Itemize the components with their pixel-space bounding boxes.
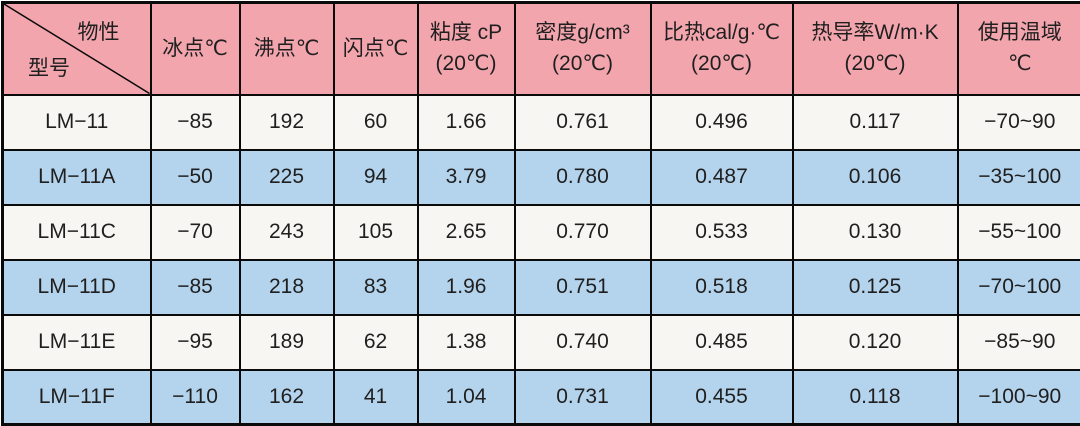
cell-viscosity: 2.65 xyxy=(418,205,515,260)
cell-viscosity: 1.04 xyxy=(418,370,515,425)
header-sublabel: (20℃) xyxy=(419,49,514,79)
header-freezing-point: 冰点℃ xyxy=(151,3,240,95)
model-cell: LM−11E xyxy=(3,315,151,370)
cell-boiling-point: 243 xyxy=(240,205,334,260)
header-label: 比热cal/g·℃ xyxy=(652,18,792,48)
cell-boiling-point: 192 xyxy=(240,95,334,150)
cell-flash-point: 83 xyxy=(334,260,418,315)
cell-density: 0.731 xyxy=(515,370,651,425)
cell-freezing-point: −110 xyxy=(151,370,240,425)
cell-operating-range: −35~100 xyxy=(958,150,1080,205)
header-thermal-conductivity: 热导率W/m·K (20℃) xyxy=(793,3,958,95)
cell-specific-heat: 0.487 xyxy=(651,150,793,205)
cell-density: 0.740 xyxy=(515,315,651,370)
table-row: LM−11E −95 189 62 1.38 0.740 0.485 0.120… xyxy=(3,315,1080,370)
cell-thermal-conductivity: 0.125 xyxy=(793,260,958,315)
cell-viscosity: 3.79 xyxy=(418,150,515,205)
header-label: 冰点℃ xyxy=(152,34,239,64)
table-row: LM−11C −70 243 105 2.65 0.770 0.533 0.13… xyxy=(3,205,1080,260)
header-boiling-point: 沸点℃ xyxy=(240,3,334,95)
cell-density: 0.770 xyxy=(515,205,651,260)
cell-operating-range: −100~90 xyxy=(958,370,1080,425)
cell-flash-point: 62 xyxy=(334,315,418,370)
cell-flash-point: 105 xyxy=(334,205,418,260)
cell-thermal-conductivity: 0.117 xyxy=(793,95,958,150)
table-row: LM−11D −85 218 83 1.96 0.751 0.518 0.125… xyxy=(3,260,1080,315)
cell-specific-heat: 0.455 xyxy=(651,370,793,425)
model-cell: LM−11F xyxy=(3,370,151,425)
cell-freezing-point: −85 xyxy=(151,95,240,150)
model-cell: LM−11 xyxy=(3,95,151,150)
model-cell: LM−11D xyxy=(3,260,151,315)
header-label: 沸点℃ xyxy=(241,34,333,64)
cell-viscosity: 1.96 xyxy=(418,260,515,315)
table-row: LM−11 −85 192 60 1.66 0.761 0.496 0.117 … xyxy=(3,95,1080,150)
model-cell: LM−11A xyxy=(3,150,151,205)
header-sublabel: (20℃) xyxy=(516,49,650,79)
table-row: LM−11F −110 162 41 1.04 0.731 0.455 0.11… xyxy=(3,370,1080,425)
cell-thermal-conductivity: 0.106 xyxy=(793,150,958,205)
cell-boiling-point: 225 xyxy=(240,150,334,205)
cell-boiling-point: 189 xyxy=(240,315,334,370)
cell-operating-range: −85~90 xyxy=(958,315,1080,370)
cell-freezing-point: −85 xyxy=(151,260,240,315)
cell-boiling-point: 162 xyxy=(240,370,334,425)
header-label: 使用温域 xyxy=(959,18,1080,48)
cell-specific-heat: 0.518 xyxy=(651,260,793,315)
cell-specific-heat: 0.496 xyxy=(651,95,793,150)
cell-flash-point: 60 xyxy=(334,95,418,150)
header-sublabel: ℃ xyxy=(959,49,1080,79)
header-operating-range: 使用温域 ℃ xyxy=(958,3,1080,95)
cell-operating-range: −55~100 xyxy=(958,205,1080,260)
corner-header-cell: 物性 型号 xyxy=(3,3,151,95)
header-label: 闪点℃ xyxy=(335,34,417,64)
header-viscosity: 粘度 cP (20℃) xyxy=(418,3,515,95)
cell-freezing-point: −95 xyxy=(151,315,240,370)
cell-density: 0.780 xyxy=(515,150,651,205)
cell-thermal-conductivity: 0.130 xyxy=(793,205,958,260)
header-label: 热导率W/m·K xyxy=(794,18,957,48)
corner-property-label: 物性 xyxy=(78,16,120,46)
cell-specific-heat: 0.485 xyxy=(651,315,793,370)
cell-flash-point: 94 xyxy=(334,150,418,205)
cell-boiling-point: 218 xyxy=(240,260,334,315)
cell-operating-range: −70~90 xyxy=(958,95,1080,150)
header-sublabel: (20℃) xyxy=(652,49,792,79)
cell-freezing-point: −70 xyxy=(151,205,240,260)
cell-freezing-point: −50 xyxy=(151,150,240,205)
header-row: 物性 型号 冰点℃ 沸点℃ 闪点℃ 粘度 cP (20℃) xyxy=(3,3,1080,95)
header-flash-point: 闪点℃ xyxy=(334,3,418,95)
cell-operating-range: −70~100 xyxy=(958,260,1080,315)
cell-thermal-conductivity: 0.118 xyxy=(793,370,958,425)
cell-flash-point: 41 xyxy=(334,370,418,425)
header-label: 密度g/cm³ xyxy=(516,18,650,48)
header-label: 粘度 cP xyxy=(419,18,514,48)
cell-density: 0.751 xyxy=(515,260,651,315)
model-cell: LM−11C xyxy=(3,205,151,260)
cell-viscosity: 1.38 xyxy=(418,315,515,370)
corner-model-label: 型号 xyxy=(28,52,70,82)
cell-viscosity: 1.66 xyxy=(418,95,515,150)
cell-density: 0.761 xyxy=(515,95,651,150)
header-density: 密度g/cm³ (20℃) xyxy=(515,3,651,95)
header-specific-heat: 比热cal/g·℃ (20℃) xyxy=(651,3,793,95)
table-row: LM−11A −50 225 94 3.79 0.780 0.487 0.106… xyxy=(3,150,1080,205)
header-sublabel: (20℃) xyxy=(794,49,957,79)
cell-specific-heat: 0.533 xyxy=(651,205,793,260)
cell-thermal-conductivity: 0.120 xyxy=(793,315,958,370)
